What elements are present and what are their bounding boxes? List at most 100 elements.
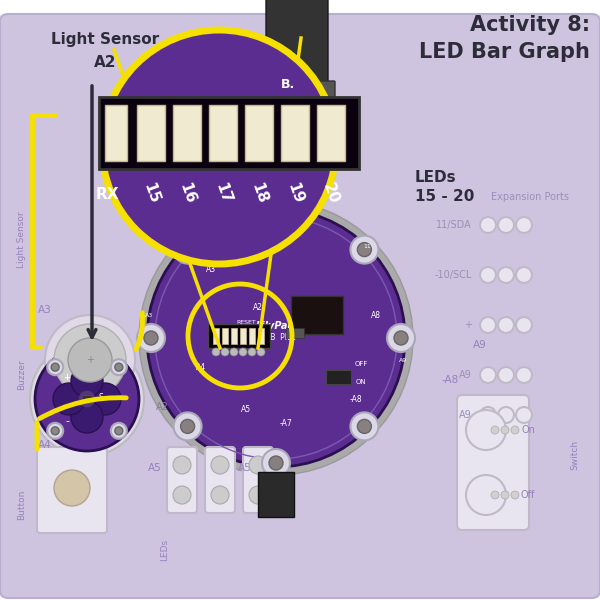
FancyBboxPatch shape bbox=[209, 105, 237, 161]
Circle shape bbox=[79, 391, 95, 407]
FancyBboxPatch shape bbox=[37, 447, 107, 533]
Text: Light Sensor: Light Sensor bbox=[17, 212, 26, 268]
Circle shape bbox=[111, 359, 127, 375]
Text: 11/SDA: 11/SDA bbox=[436, 220, 472, 230]
FancyBboxPatch shape bbox=[266, 0, 328, 92]
Text: Off: Off bbox=[521, 490, 535, 500]
Circle shape bbox=[480, 367, 496, 383]
FancyBboxPatch shape bbox=[205, 447, 235, 513]
Circle shape bbox=[173, 236, 202, 263]
Text: 19: 19 bbox=[284, 181, 305, 206]
Circle shape bbox=[516, 407, 532, 423]
Circle shape bbox=[30, 342, 144, 456]
FancyBboxPatch shape bbox=[167, 447, 197, 513]
Text: A2: A2 bbox=[189, 236, 197, 242]
Circle shape bbox=[350, 412, 379, 440]
Text: A2: A2 bbox=[94, 55, 116, 70]
Circle shape bbox=[358, 419, 371, 433]
Text: +: + bbox=[464, 320, 472, 330]
Circle shape bbox=[54, 324, 126, 396]
FancyBboxPatch shape bbox=[240, 328, 246, 344]
Circle shape bbox=[387, 324, 415, 352]
Text: LEDs
15 - 20: LEDs 15 - 20 bbox=[415, 170, 475, 205]
Circle shape bbox=[115, 427, 123, 435]
FancyBboxPatch shape bbox=[82, 395, 92, 403]
Text: A5: A5 bbox=[148, 463, 162, 473]
Text: 16: 16 bbox=[176, 181, 197, 206]
Text: LilyPad: LilyPad bbox=[256, 321, 296, 331]
Text: S: S bbox=[98, 392, 103, 401]
Circle shape bbox=[269, 206, 283, 220]
Text: -A7: -A7 bbox=[280, 419, 292, 427]
Circle shape bbox=[491, 426, 499, 434]
Circle shape bbox=[230, 348, 238, 356]
FancyBboxPatch shape bbox=[291, 296, 343, 334]
Circle shape bbox=[68, 338, 112, 382]
Text: A9: A9 bbox=[399, 358, 407, 363]
Text: A4: A4 bbox=[196, 364, 206, 373]
Circle shape bbox=[181, 242, 194, 257]
FancyBboxPatch shape bbox=[243, 447, 273, 513]
FancyBboxPatch shape bbox=[231, 328, 237, 344]
Text: -: - bbox=[88, 409, 92, 421]
Circle shape bbox=[516, 317, 532, 333]
Circle shape bbox=[498, 317, 514, 333]
Circle shape bbox=[111, 423, 127, 439]
FancyBboxPatch shape bbox=[173, 105, 201, 161]
FancyBboxPatch shape bbox=[99, 97, 359, 169]
Text: A5: A5 bbox=[238, 463, 252, 473]
Circle shape bbox=[115, 363, 123, 371]
Text: LilyPad: LilyPad bbox=[253, 118, 287, 128]
FancyBboxPatch shape bbox=[0, 14, 600, 598]
Circle shape bbox=[248, 348, 256, 356]
FancyBboxPatch shape bbox=[258, 328, 264, 344]
Text: 11: 11 bbox=[364, 244, 371, 249]
Circle shape bbox=[480, 217, 496, 233]
Circle shape bbox=[89, 383, 121, 415]
Text: A9: A9 bbox=[459, 410, 472, 420]
Circle shape bbox=[480, 407, 496, 423]
Circle shape bbox=[394, 331, 408, 345]
Text: -A8: -A8 bbox=[350, 395, 362, 404]
FancyBboxPatch shape bbox=[213, 328, 219, 344]
FancyBboxPatch shape bbox=[222, 328, 228, 344]
Circle shape bbox=[516, 367, 532, 383]
Circle shape bbox=[498, 367, 514, 383]
Circle shape bbox=[516, 217, 532, 233]
Text: OFF: OFF bbox=[355, 361, 368, 367]
Text: +: + bbox=[86, 355, 94, 365]
Text: 20: 20 bbox=[320, 181, 342, 206]
Circle shape bbox=[480, 267, 496, 283]
FancyBboxPatch shape bbox=[105, 105, 127, 161]
Text: Switch: Switch bbox=[571, 440, 580, 470]
Circle shape bbox=[139, 201, 413, 475]
Text: ON: ON bbox=[356, 379, 367, 385]
Text: B.: B. bbox=[281, 79, 295, 91]
Text: LEDs: LEDs bbox=[161, 539, 170, 561]
FancyBboxPatch shape bbox=[281, 105, 309, 161]
Circle shape bbox=[71, 365, 103, 397]
FancyBboxPatch shape bbox=[259, 81, 335, 113]
Circle shape bbox=[249, 486, 267, 504]
Text: 15: 15 bbox=[140, 181, 161, 206]
Circle shape bbox=[491, 491, 499, 499]
FancyBboxPatch shape bbox=[326, 370, 351, 384]
Circle shape bbox=[358, 242, 371, 257]
Text: RESET: RESET bbox=[236, 320, 256, 325]
Circle shape bbox=[511, 426, 519, 434]
FancyBboxPatch shape bbox=[317, 105, 345, 161]
Text: A4: A4 bbox=[38, 440, 52, 450]
Circle shape bbox=[498, 217, 514, 233]
Text: USB  Plus: USB Plus bbox=[260, 334, 296, 343]
Text: ProtoSnap Plus: ProtoSnap Plus bbox=[220, 105, 320, 118]
Circle shape bbox=[147, 209, 405, 467]
Circle shape bbox=[47, 359, 63, 375]
Circle shape bbox=[516, 267, 532, 283]
Circle shape bbox=[54, 470, 90, 506]
Circle shape bbox=[262, 449, 290, 477]
Text: Activity 8:: Activity 8: bbox=[470, 15, 590, 35]
FancyBboxPatch shape bbox=[258, 472, 294, 517]
Circle shape bbox=[212, 348, 220, 356]
Text: A3: A3 bbox=[145, 313, 153, 318]
Text: +: + bbox=[64, 373, 71, 382]
